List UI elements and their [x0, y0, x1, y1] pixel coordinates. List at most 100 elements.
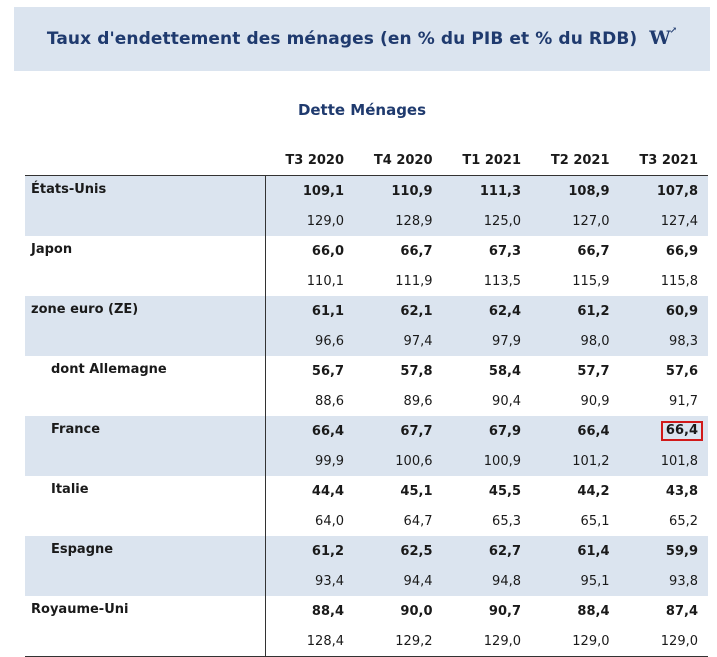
table-cell: 66,7: [577, 243, 610, 259]
table-cell: 64,0: [315, 513, 344, 529]
logo-icon: W↗: [649, 25, 678, 49]
table-row: 88,6 89,6 90,4 90,9 91,7: [25, 386, 708, 416]
table-cell: 65,2: [669, 513, 698, 529]
table-cell: 101,2: [531, 446, 620, 476]
table-cell: 59,9: [619, 536, 708, 566]
country-label: Japon: [25, 236, 266, 296]
table-cell: 94,8: [442, 566, 531, 596]
table-cell: 100,6: [354, 446, 443, 476]
table-row: Italie 44,4 45,1 45,5 44,2 43,8: [25, 476, 708, 536]
table-cell: 101,8: [619, 446, 708, 476]
table-cell: 44,4: [311, 483, 344, 499]
table-cell: 90,0: [400, 603, 433, 619]
table-row: 110,1 111,9 113,5 115,9 115,8: [25, 266, 708, 296]
table-cell: 127,4: [619, 206, 708, 236]
column-header: T3 2021: [639, 153, 698, 168]
table-cell: 110,9: [354, 175, 443, 206]
table-cell: 94,4: [354, 566, 443, 596]
table-cell: 110,1: [306, 273, 344, 289]
table-row: 64,0 64,7 65,3 65,1 65,2: [25, 506, 708, 536]
column-header: T1 2021: [462, 153, 521, 168]
table-cell: 61,4: [531, 536, 620, 566]
table-row: Japon 66,0 66,7 67,3 66,7 66,9: [25, 236, 708, 296]
table-cell: 44,2: [577, 483, 610, 499]
table-cell: 127,0: [531, 206, 620, 236]
table-cell: 67,7: [354, 416, 443, 446]
table-cell: 61,2: [531, 296, 620, 326]
table-cell-highlighted: 66,4: [619, 416, 708, 446]
table-cell: 66,9: [665, 243, 698, 259]
table-cell: 111,9: [395, 273, 433, 289]
table-cell: 88,6: [315, 393, 344, 409]
table-cell: 45,5: [488, 483, 521, 499]
table-cell: 87,4: [665, 603, 698, 619]
table-row: États-Unis 109,1 110,9 111,3 108,9 107,8: [25, 175, 708, 236]
table-cell: 66,4: [531, 416, 620, 446]
highlight-box: 66,4: [660, 421, 703, 441]
table-cell: 99,9: [265, 446, 354, 476]
table-cell: 64,7: [403, 513, 433, 529]
table-row: 93,4 94,4 94,8 95,1 93,8: [25, 566, 708, 596]
table-row: France 66,4 67,7 67,9 66,4 66,4: [25, 416, 708, 476]
country-label: zone euro (ZE): [25, 296, 266, 356]
table-cell: 111,3: [442, 175, 531, 206]
table-header-row: T3 2020 T4 2020 T1 2021 T2 2021 T3 2021: [25, 146, 708, 176]
table-cell: 60,9: [619, 296, 708, 326]
column-header: T4 2020: [373, 153, 433, 168]
table-cell: 125,0: [442, 206, 531, 236]
table-row: Espagne 61,2 62,5 62,7 61,4 59,9: [25, 536, 708, 596]
table-cell: 65,3: [492, 513, 521, 529]
table-cell: 129,0: [531, 626, 620, 657]
table-row: 99,9 100,6 100,9 101,2 101,8: [25, 446, 708, 476]
table-cell: 45,1: [400, 483, 433, 499]
table-cell: 97,4: [354, 326, 443, 356]
table-cell: 115,8: [660, 273, 698, 289]
table-cell: 115,9: [572, 273, 610, 289]
table-cell: 56,7: [311, 363, 344, 379]
table-cell: 93,4: [265, 566, 354, 596]
table-cell: 129,0: [442, 626, 531, 657]
table-cell: 61,1: [265, 296, 354, 326]
table-cell: 100,9: [442, 446, 531, 476]
table-cell: 98,3: [619, 326, 708, 356]
table-cell: 66,7: [400, 243, 433, 259]
table-cell: 89,6: [403, 393, 433, 409]
page-title: Taux d'endettement des ménages (en % du …: [46, 29, 638, 49]
table-row: zone euro (ZE) 61,1 62,1 62,4 61,2 60,9: [25, 296, 708, 356]
table-cell: 67,9: [442, 416, 531, 446]
table-cell: 65,1: [580, 513, 610, 529]
country-label: dont Allemagne: [25, 356, 266, 416]
table-cell: 128,4: [265, 626, 354, 657]
page-header: Taux d'endettement des ménages (en % du …: [14, 7, 710, 71]
table-cell: 95,1: [531, 566, 620, 596]
table-cell: 90,7: [488, 603, 521, 619]
table-cell: 129,0: [619, 626, 708, 657]
country-label: France: [25, 416, 266, 476]
table-cell: 62,5: [354, 536, 443, 566]
country-label: Italie: [25, 476, 266, 536]
table-cell: 90,9: [580, 393, 610, 409]
table-row: 96,6 97,4 97,9 98,0 98,3: [25, 326, 708, 356]
table-cell: 129,2: [354, 626, 443, 657]
column-header: T3 2020: [285, 153, 344, 168]
table-cell: 66,4: [265, 416, 354, 446]
table-cell: 57,8: [400, 363, 433, 379]
table-cell: 93,8: [619, 566, 708, 596]
table-cell: 129,0: [265, 206, 354, 236]
table-cell: 98,0: [531, 326, 620, 356]
table-cell: 107,8: [619, 175, 708, 206]
table-cell: 66,0: [311, 243, 344, 259]
table-cell: 88,4: [311, 603, 344, 619]
table-cell: 91,7: [669, 393, 698, 409]
table-cell: 96,6: [265, 326, 354, 356]
table-row: dont Allemagne 56,7 57,8 58,4 57,7 57,6: [25, 356, 708, 416]
table-cell: 62,4: [442, 296, 531, 326]
table-cell: 58,4: [488, 363, 521, 379]
table-cell: 128,9: [354, 206, 443, 236]
table-cell: 62,1: [354, 296, 443, 326]
country-label: États-Unis: [25, 175, 266, 236]
table-cell: 108,9: [531, 175, 620, 206]
table-cell: 61,2: [265, 536, 354, 566]
table-cell: 67,3: [488, 243, 521, 259]
table-cell: 62,7: [442, 536, 531, 566]
